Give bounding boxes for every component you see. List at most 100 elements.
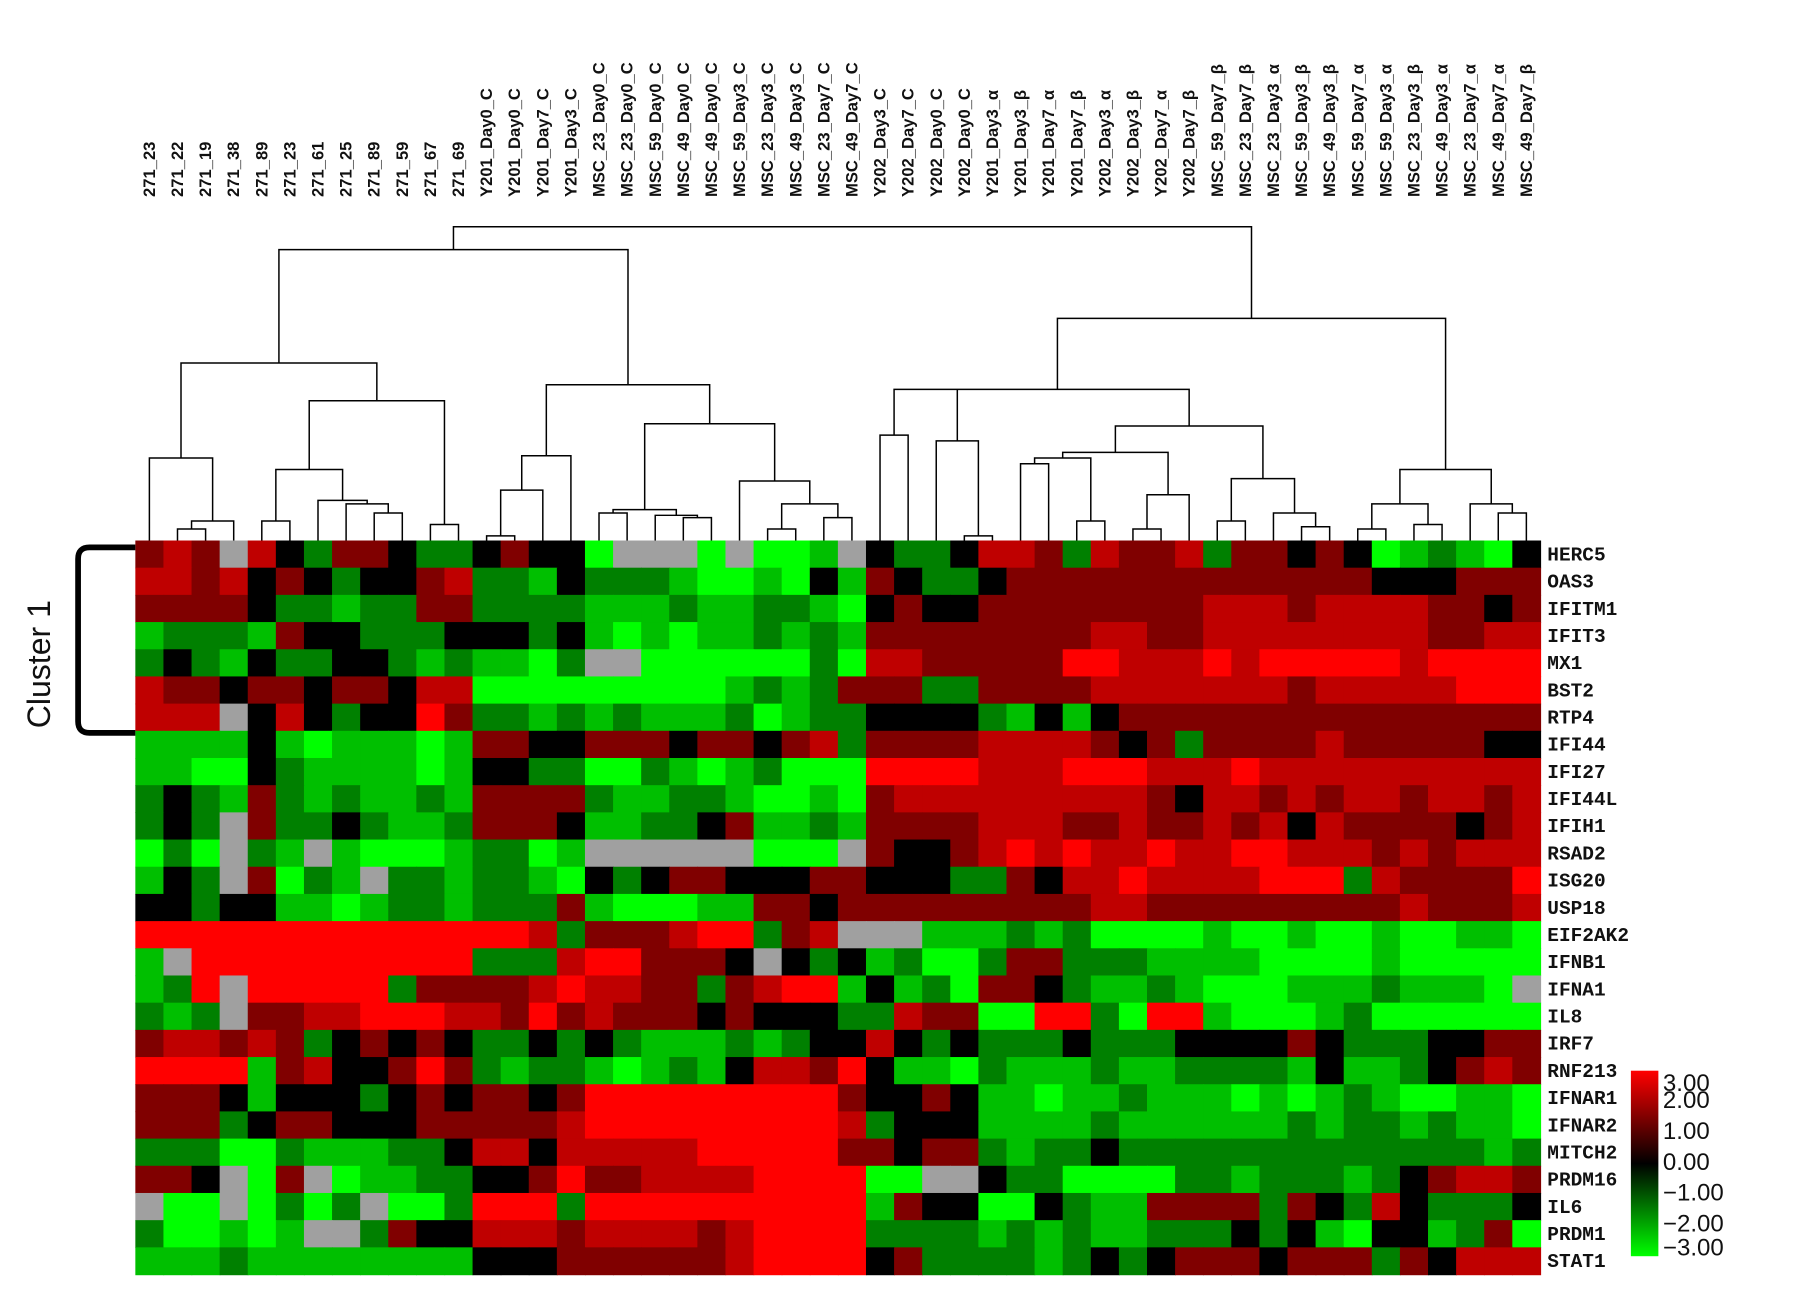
- heatmap-cell: [1090, 567, 1120, 596]
- heatmap-cell: [1456, 1057, 1485, 1085]
- heatmap-cell: [332, 948, 361, 977]
- heatmap-cell: [1231, 1165, 1261, 1194]
- heatmap-cell: [894, 730, 923, 759]
- heatmap-cell: [1484, 1138, 1514, 1167]
- heatmap-cell: [1090, 975, 1120, 1004]
- heatmap-cell: [360, 1057, 389, 1085]
- heatmap-cell: [1118, 1165, 1148, 1194]
- heatmap-cell: [1090, 649, 1120, 678]
- heatmap-cell: [1399, 703, 1429, 732]
- heatmap-cell: [191, 540, 221, 569]
- heatmap-cell: [1484, 1002, 1514, 1031]
- heatmap-cell: [950, 1220, 980, 1249]
- heatmap-cell: [416, 1002, 446, 1031]
- heatmap-cell: [1146, 1165, 1176, 1194]
- heatmap-cell: [1146, 921, 1176, 949]
- heatmap-cell: [753, 730, 783, 759]
- heatmap-cell: [613, 866, 642, 895]
- heatmap-cell: [191, 1057, 221, 1085]
- heatmap-cell: [1062, 839, 1092, 868]
- heatmap-cell: [584, 785, 614, 814]
- heatmap-cell: [163, 1220, 193, 1249]
- heatmap-cell: [1343, 839, 1373, 868]
- heatmap-cell: [1456, 839, 1485, 868]
- heatmap-cell: [1175, 812, 1204, 841]
- heatmap-cell: [978, 594, 1008, 623]
- heatmap-cell: [697, 1029, 727, 1058]
- heatmap-cell: [135, 703, 165, 732]
- heatmap-cell: [584, 730, 614, 759]
- colorbar-label: −1.00: [1663, 1180, 1724, 1207]
- heatmap-cell: [1034, 1138, 1064, 1167]
- heatmap-cell: [247, 1084, 277, 1113]
- heatmap-cell: [528, 1029, 558, 1058]
- heatmap-cell: [781, 839, 811, 868]
- heatmap-cell: [332, 540, 361, 569]
- heatmap-cell: [669, 785, 699, 814]
- heatmap-cell: [1118, 948, 1148, 977]
- heatmap-cell: [275, 1220, 305, 1249]
- heatmap-cell: [950, 1111, 980, 1140]
- heatmap-cell: [303, 757, 333, 786]
- heatmap-cell: [1062, 921, 1092, 949]
- heatmap-cell: [556, 1220, 586, 1249]
- heatmap-cell: [219, 785, 249, 814]
- heatmap-cell: [1146, 1057, 1176, 1085]
- heatmap-cell: [388, 649, 418, 678]
- heatmap-cell: [1259, 730, 1289, 759]
- heatmap-cell: [1315, 1057, 1345, 1085]
- heatmap-cell: [950, 785, 980, 814]
- heatmap-cell: [1175, 893, 1204, 922]
- column-label: Y202_Day0_C: [927, 88, 946, 197]
- row-label: EIF2AK2: [1547, 925, 1629, 947]
- heatmap-cell: [781, 812, 811, 841]
- heatmap-cell: [1006, 757, 1036, 786]
- heatmap-cell: [1146, 839, 1176, 868]
- heatmap-cell: [360, 1247, 389, 1276]
- heatmap-cell: [1118, 893, 1148, 922]
- heatmap-cell: [1006, 1029, 1036, 1058]
- heatmap-cell: [444, 1165, 474, 1194]
- heatmap-cell: [1399, 1192, 1429, 1221]
- heatmap-cell: [163, 1247, 193, 1276]
- heatmap-cell: [1371, 1002, 1401, 1031]
- heatmap-cell: [865, 757, 895, 786]
- heatmap-cell: [978, 1247, 1008, 1276]
- heatmap-cell: [641, 1084, 670, 1113]
- row-label: IFNAR2: [1547, 1115, 1617, 1137]
- heatmap-cell: [472, 1002, 502, 1031]
- heatmap-cell: [1428, 757, 1457, 786]
- heatmap-cell: [641, 622, 670, 650]
- heatmap-cell: [1259, 866, 1289, 895]
- column-label: Y202_Day3_β: [1123, 90, 1142, 197]
- heatmap-cell: [388, 1002, 418, 1031]
- column-label: MSC_49_Day3_α: [1433, 63, 1452, 197]
- heatmap-cell: [219, 1138, 249, 1167]
- heatmap-cell: [1006, 785, 1036, 814]
- heatmap-cell: [1175, 622, 1204, 650]
- heatmap-cell: [528, 730, 558, 759]
- heatmap-cell: [1062, 1220, 1092, 1249]
- heatmap-cell: [444, 1220, 474, 1249]
- heatmap-cell: [1090, 1084, 1120, 1113]
- heatmap-cell: [219, 1029, 249, 1058]
- heatmap-cell: [191, 1084, 221, 1113]
- heatmap-cell: [135, 622, 165, 650]
- heatmap-cell: [472, 1057, 502, 1085]
- heatmap-cell: [135, 975, 165, 1004]
- heatmap-cell: [1287, 975, 1317, 1004]
- heatmap-cell: [641, 703, 670, 732]
- heatmap-cell: [978, 1220, 1008, 1249]
- heatmap-cell: [1006, 730, 1036, 759]
- heatmap-cell: [191, 649, 221, 678]
- heatmap-cell: [978, 703, 1008, 732]
- heatmap-cell: [191, 567, 221, 596]
- heatmap-cell: [1203, 1029, 1232, 1058]
- heatmap-cell: [1006, 1138, 1036, 1167]
- heatmap-cell: [1512, 1220, 1542, 1249]
- heatmap-cell: [584, 975, 614, 1004]
- heatmap-cell: [753, 540, 783, 569]
- heatmap-cell: [1428, 812, 1457, 841]
- heatmap-cell: [247, 703, 277, 732]
- heatmap-cell: [781, 1111, 811, 1140]
